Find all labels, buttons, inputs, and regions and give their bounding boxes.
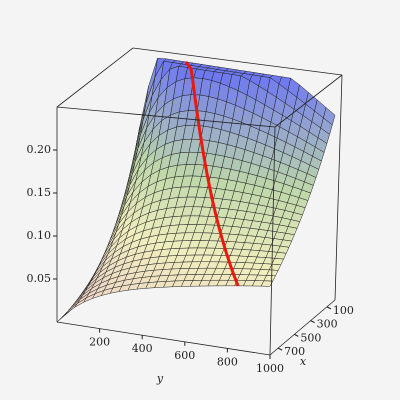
surface-cell [65, 303, 78, 314]
box-edge [56, 47, 134, 108]
box-edge [56, 106, 276, 128]
y-tick-label: 600 [174, 349, 195, 362]
x-tick [310, 320, 315, 324]
box-edge [334, 74, 343, 301]
z-tick-label: 0.10 [27, 229, 52, 242]
x-tick-label: 300 [317, 318, 338, 331]
x-tick [294, 333, 299, 337]
box-edge [274, 74, 343, 128]
surface-cell [260, 280, 274, 287]
z-tick-label: 0.05 [27, 272, 52, 285]
box-edge [132, 47, 343, 76]
x-tick [277, 347, 283, 351]
surface [56, 57, 336, 323]
box-edge [269, 299, 336, 356]
z-tick-label: 0.15 [27, 186, 52, 199]
x-tick-label: 100 [333, 304, 354, 317]
x-tick [326, 306, 332, 310]
box-edge [269, 126, 276, 356]
z-tick-label: 0.20 [27, 143, 52, 156]
y-tick-label: 200 [89, 336, 110, 349]
box-edge [56, 321, 271, 356]
box-front [56, 74, 343, 356]
y-axis-label: y [156, 372, 164, 385]
y-tick-label: 400 [132, 342, 153, 355]
x-axis-label: x [300, 355, 307, 368]
y-tick-label: 800 [217, 355, 238, 368]
box-back [56, 47, 343, 301]
x-tick-label: 700 [284, 345, 305, 358]
y-tick-label: 1000 [256, 362, 284, 375]
x-tick-label: 500 [300, 331, 321, 344]
highlight-curve [184, 61, 240, 287]
